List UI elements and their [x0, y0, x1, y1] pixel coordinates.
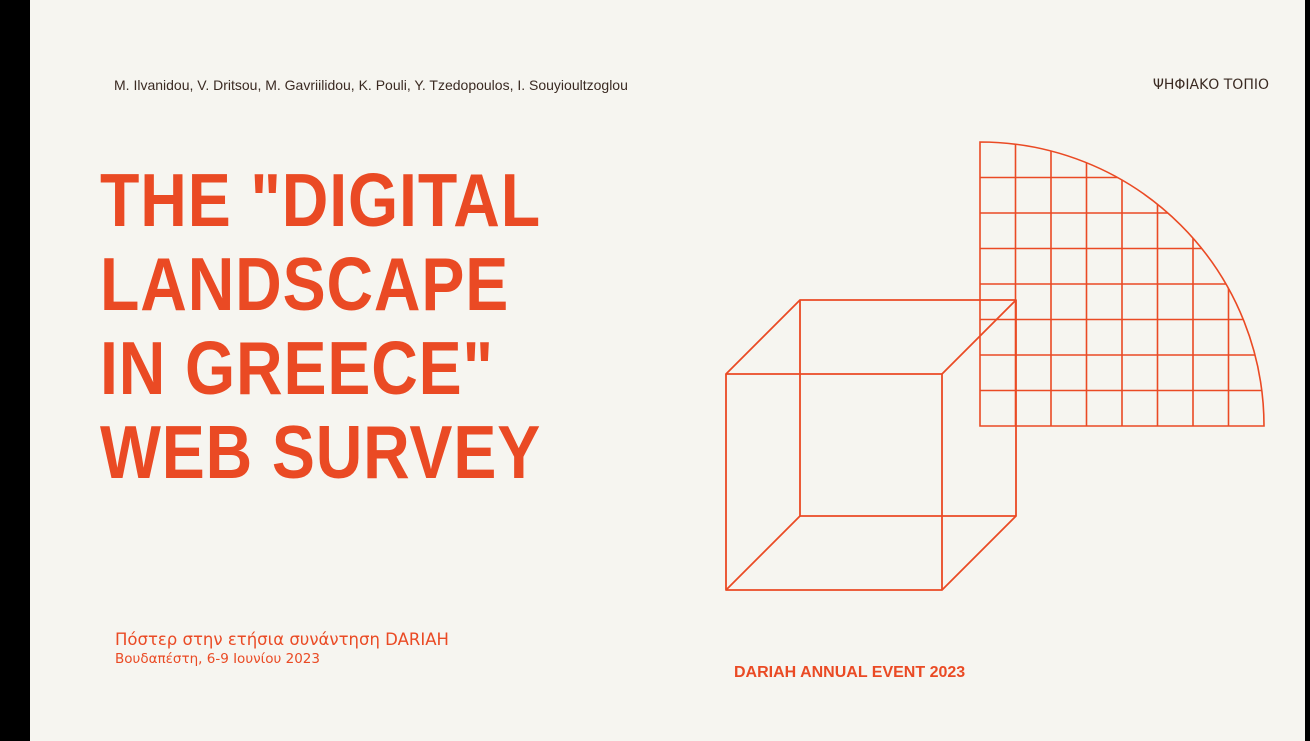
- cube-front-face: [725, 373, 943, 591]
- cube-back-face: [799, 299, 1017, 517]
- cube-edge: [725, 515, 801, 591]
- subtitle-line-2: Βουδαπέστη, 6-9 Ιουνίου 2023: [115, 651, 320, 667]
- cube-edge: [941, 515, 1017, 591]
- title-line-3: IN GREECE": [100, 326, 495, 410]
- authors-line: M. Ilvanidou, V. Dritsou, M. Gavriilidou…: [114, 77, 628, 93]
- cube-edge: [941, 299, 1017, 375]
- wireframe-cube-icon: [725, 299, 1017, 591]
- grid-quarter-circle-icon: [979, 141, 1265, 427]
- title-line-1: THE "DIGITAL: [100, 158, 542, 242]
- illustration: [725, 141, 1265, 591]
- corner-tag: ΨΗΦΙΑΚΟ ΤΟΠΙΟ: [1152, 77, 1269, 93]
- event-label: DARIAH ANNUAL EVENT 2023: [734, 664, 966, 681]
- subtitle-line-1: Πόστερ στην ετήσια συνάντηση DARIAH: [115, 630, 449, 649]
- poster-slide: M. Ilvanidou, V. Dritsou, M. Gavriilidou…: [30, 0, 1305, 741]
- subtitle-block: Πόστερ στην ετήσια συνάντηση DARIAH Βουδ…: [115, 630, 449, 667]
- title-line-2: LANDSCAPE: [100, 242, 510, 326]
- grid-outline: [979, 141, 1265, 427]
- title-line-4: WEB SURVEY: [100, 410, 542, 494]
- page-title: THE "DIGITAL LANDSCAPE IN GREECE" WEB SU…: [100, 158, 720, 494]
- cube-edge: [725, 299, 801, 375]
